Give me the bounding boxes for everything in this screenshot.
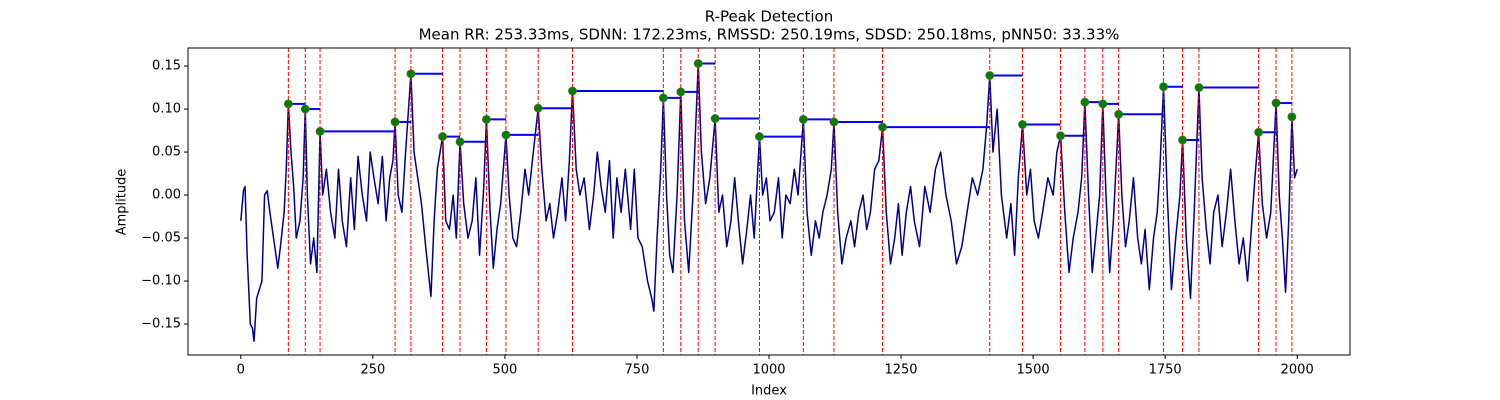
x-tick-label: 1000: [752, 363, 785, 378]
y-tick-label: −0.10: [141, 274, 181, 289]
plot-area: 0 250 500 750 1000 1250 1500 1750 2000 −0.15 −0.10…: [141, 48, 1314, 378]
y-tick-label: 0.00: [152, 188, 181, 203]
axes-frame: [187, 47, 1351, 356]
r-peak: [533, 103, 543, 113]
r-peak: [693, 59, 703, 68]
x-tick-label: 1250: [884, 363, 917, 378]
r-peak: [501, 130, 511, 140]
y-tick-label: −0.05: [141, 231, 181, 246]
r-peak: [755, 132, 764, 141]
r-peak: [406, 69, 416, 79]
r-peak: [658, 93, 668, 103]
y-tick-label: 0.10: [152, 102, 181, 117]
r-peak: [1098, 99, 1108, 109]
y-tick-label: 0.05: [152, 145, 181, 160]
x-tick-label: 1500: [1017, 363, 1050, 378]
y-tick-label: −0.15: [141, 317, 181, 332]
x-tick-label: 2000: [1281, 363, 1314, 378]
r-peak: [455, 137, 465, 147]
r-peak: [1114, 109, 1124, 119]
r-peak: [710, 114, 720, 123]
r-peak: [985, 71, 995, 80]
r-peak: [1271, 98, 1281, 108]
r-peak: [1178, 135, 1187, 145]
r-peak: [1018, 120, 1027, 129]
r-peak: [315, 127, 325, 136]
r-peak: [300, 104, 310, 114]
chart-subtitle: Mean RR: 253.33ms, SDNN: 172.23ms, RMSSD…: [419, 26, 1120, 44]
y-tick-label: 0.15: [152, 59, 181, 74]
x-tick-label: 500: [492, 363, 517, 378]
r-peak: [283, 99, 293, 109]
r-peak: [1194, 83, 1204, 92]
r-peak: [829, 117, 839, 127]
r-peak: [1159, 82, 1168, 92]
signal-line: [240, 62, 1298, 342]
x-tick-label: 250: [360, 363, 385, 378]
y-axis-label: Amplitude: [115, 169, 130, 236]
r-peak: [676, 87, 686, 97]
x-axis-label: Index: [751, 384, 787, 399]
r-peak: [1287, 112, 1297, 122]
x-tick-label: 1750: [1149, 363, 1182, 378]
chart-title: R-Peak Detection: [705, 8, 833, 26]
r-peak: [1080, 97, 1090, 107]
r-peak: [438, 132, 447, 141]
x-tick-label: 0: [237, 363, 245, 378]
r-peak: [1254, 127, 1264, 137]
r-peak: [878, 122, 887, 132]
r-peak: [482, 114, 491, 124]
r-peak: [798, 114, 808, 124]
r-peak: [568, 86, 577, 96]
r-peak: [1056, 131, 1065, 141]
x-tick-label: 750: [625, 363, 650, 378]
r-peak: [390, 117, 400, 127]
